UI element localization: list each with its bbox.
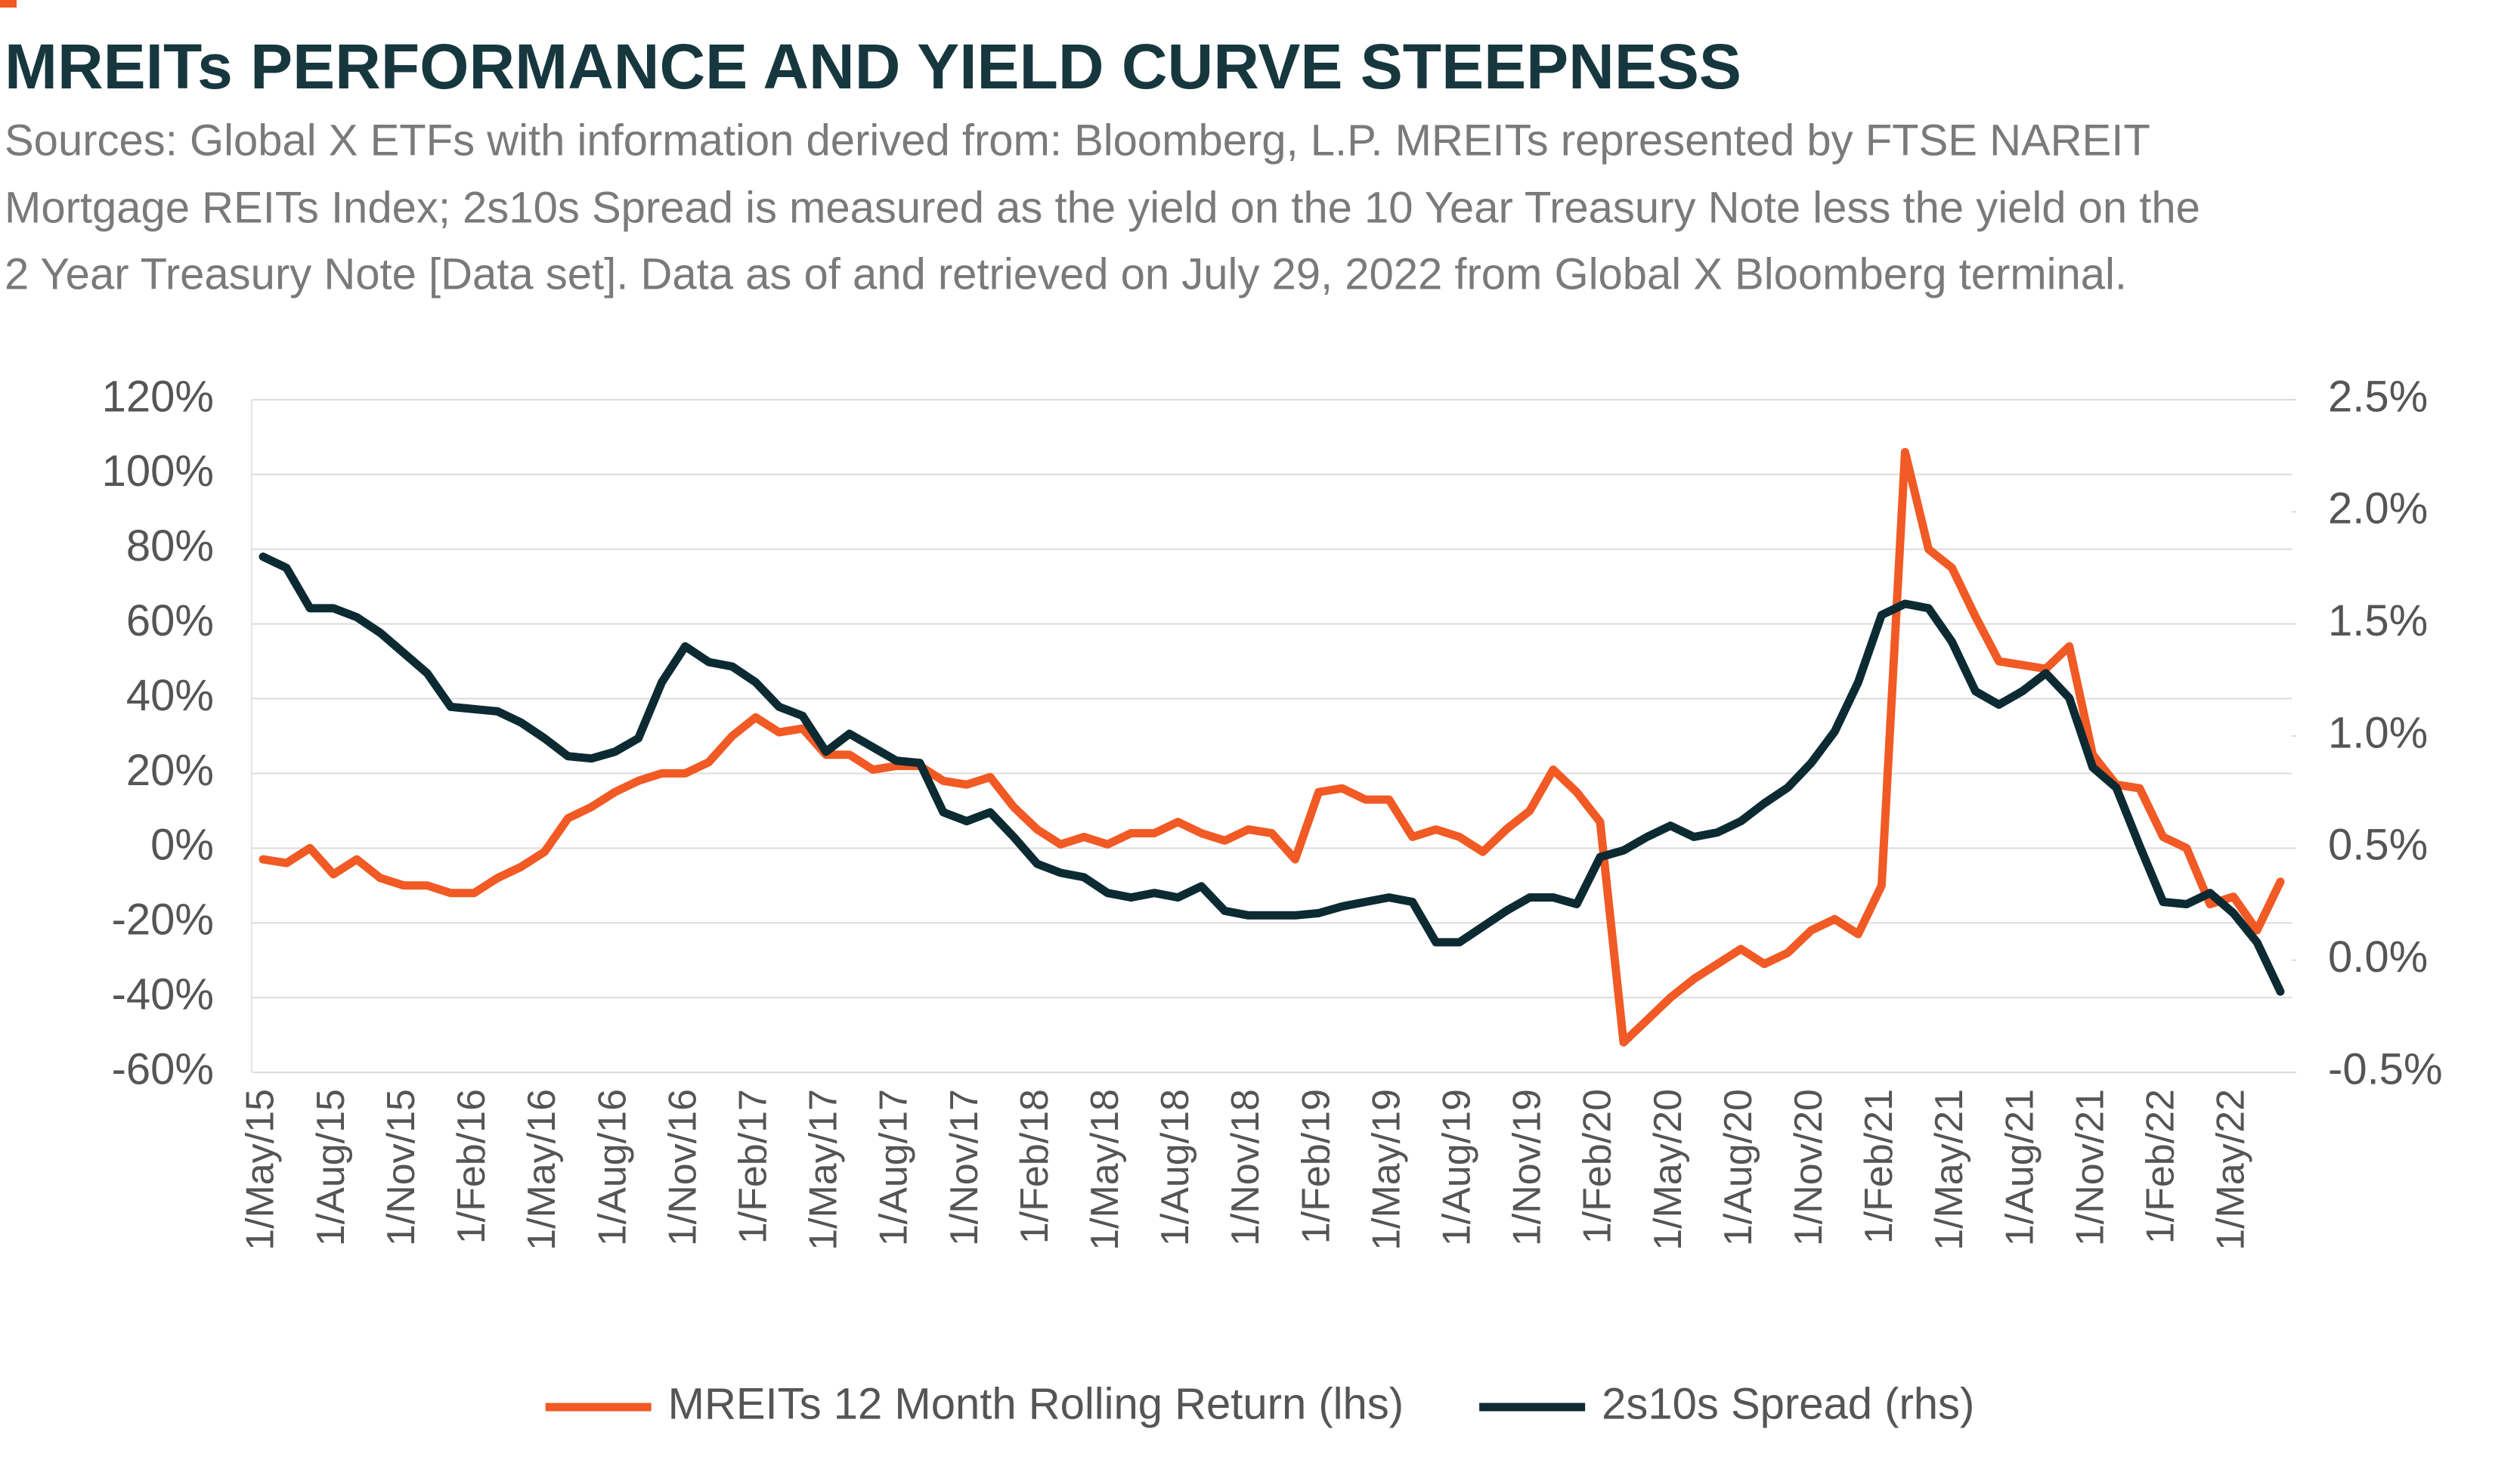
x-tick-label: 1/Feb/16 [450, 1089, 494, 1244]
y2-tick-label: 1.0% [2328, 708, 2428, 757]
x-tick-label: 1/Aug/19 [1435, 1089, 1479, 1246]
y-tick-label: 80% [126, 521, 214, 571]
x-tick-label: 1/Aug/16 [590, 1089, 634, 1246]
x-tick-label: 1/May/21 [1927, 1089, 1971, 1251]
y-tick-label: 100% [102, 447, 214, 496]
x-tick-label: 1/May/20 [1646, 1089, 1690, 1251]
x-tick-label: 1/May/16 [520, 1089, 564, 1251]
y2-tick-label: 0.0% [2328, 933, 2428, 982]
y2-tick-label: 2.5% [2328, 372, 2428, 421]
x-tick-label: 1/May/19 [1364, 1089, 1408, 1251]
y2-tick-label: -0.5% [2328, 1044, 2443, 1093]
x-tick-label: 1/Nov/17 [943, 1089, 986, 1246]
x-tick-label: 1/Aug/21 [1998, 1089, 2042, 1246]
y2-tick-label: 0.5% [2328, 821, 2428, 870]
series-line [259, 447, 2285, 1047]
x-tick-label: 1/Feb/17 [731, 1089, 775, 1244]
x-tick-label: 1/May/22 [2209, 1089, 2253, 1251]
subtitle: Sources: Global X ETFs with information … [5, 116, 2150, 165]
y-tick-label: 0% [150, 821, 214, 870]
y-tick-label: 40% [126, 671, 214, 720]
y-tick-label: 20% [126, 746, 214, 795]
legend-label: MREITs 12 Month Rolling Return (lhs) [668, 1379, 1404, 1428]
y-tick-label: -60% [112, 1044, 214, 1093]
x-tick-label: 1/Nov/19 [1506, 1089, 1549, 1246]
series-line [259, 552, 2285, 996]
chart-title: MREITs PERFORMANCE AND YIELD CURVE STEEP… [5, 31, 1741, 102]
x-tick-label: 1/Feb/19 [1294, 1089, 1338, 1244]
x-tick-label: 1/Aug/18 [1153, 1089, 1197, 1246]
x-tick-label: 1/Feb/18 [1013, 1089, 1057, 1244]
legend-label: 2s10s Spread (rhs) [1602, 1379, 1974, 1428]
x-tick-label: 1/Nov/20 [1787, 1089, 1831, 1246]
subtitle: Mortgage REITs Index; 2s10s Spread is me… [5, 183, 2200, 232]
y2-tick-label: 1.5% [2328, 596, 2428, 645]
x-tick-label: 1/Aug/15 [309, 1089, 353, 1246]
x-tick-label: 1/Feb/22 [2139, 1089, 2183, 1244]
x-tick-label: 1/Aug/20 [1717, 1089, 1760, 1246]
x-tick-label: 1/Feb/20 [1576, 1089, 1620, 1244]
x-tick-label: 1/May/15 [239, 1089, 283, 1251]
x-tick-label: 1/Nov/21 [2068, 1089, 2112, 1246]
y-tick-label: 120% [102, 372, 214, 421]
y-tick-label: 60% [126, 596, 214, 645]
y2-tick-label: 2.0% [2328, 484, 2428, 534]
x-tick-label: 1/Aug/17 [872, 1089, 916, 1246]
y-tick-label: -40% [112, 970, 214, 1019]
x-tick-label: 1/Nov/16 [661, 1089, 704, 1246]
y-tick-label: -20% [112, 895, 214, 945]
x-tick-label: 1/May/18 [1083, 1089, 1127, 1251]
x-tick-label: 1/Nov/15 [379, 1089, 423, 1246]
accent-mark [0, 0, 17, 8]
subtitle: 2 Year Treasury Note [Data set]. Data as… [5, 249, 2127, 298]
x-tick-label: 1/Feb/21 [1857, 1089, 1901, 1244]
x-tick-label: 1/Nov/18 [1224, 1089, 1268, 1246]
x-tick-label: 1/May/17 [802, 1089, 846, 1251]
